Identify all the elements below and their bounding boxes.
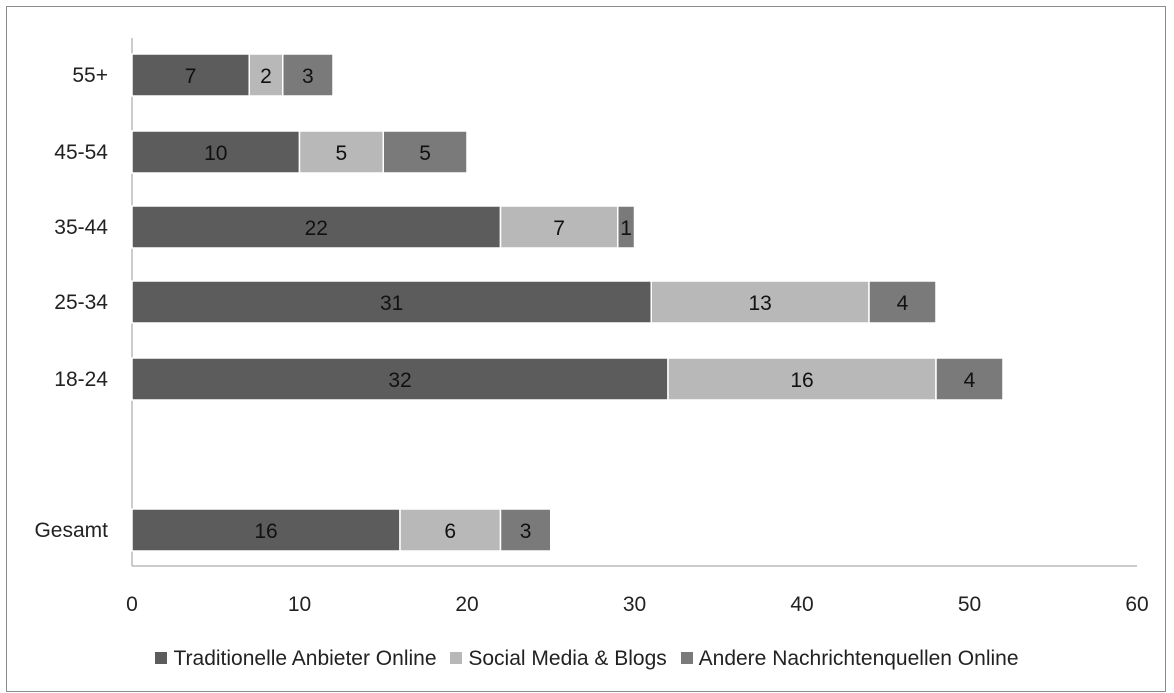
bar-value-label: 5	[419, 142, 431, 165]
chart-frame	[6, 6, 1166, 692]
bar-value-label: 22	[305, 217, 328, 240]
x-tick-label: 30	[623, 593, 646, 616]
category-label: 55+	[72, 64, 108, 87]
bar-value-label: 7	[185, 65, 197, 88]
bar-value-label: 4	[897, 292, 909, 315]
bar-value-label: 31	[380, 292, 403, 315]
legend-item-traditionelle: Traditionelle Anbieter Online	[155, 647, 437, 671]
x-tick-label: 20	[455, 593, 478, 616]
bar-segment	[131, 508, 401, 552]
legend-swatch-social-media	[450, 652, 463, 664]
x-tick-label: 40	[790, 593, 813, 616]
legend-item-andere: Andere Nachrichtenquellen Online	[680, 647, 1019, 671]
bar-segment	[935, 357, 1004, 401]
bar-segment	[248, 53, 284, 97]
bar-value-label: 7	[553, 217, 565, 240]
legend-label-andere: Andere Nachrichtenquellen Online	[698, 647, 1019, 670]
bar-segment	[298, 130, 384, 174]
category-label: Gesamt	[34, 519, 108, 542]
bar-value-label: 16	[254, 520, 277, 543]
bar-value-label: 3	[520, 520, 532, 543]
bar-segment	[131, 205, 502, 249]
bar-value-label: 32	[388, 369, 411, 392]
bar-value-label: 2	[260, 65, 272, 88]
x-tick-label: 60	[1125, 593, 1148, 616]
bar-segment	[499, 205, 619, 249]
bar-value-label: 3	[302, 65, 314, 88]
legend-swatch-traditionelle	[155, 652, 168, 664]
legend-label-social-media: Social Media & Blogs	[468, 647, 667, 670]
bar-value-label: 13	[748, 292, 771, 315]
x-tick-label: 0	[126, 593, 138, 616]
bar-segment	[499, 508, 552, 552]
category-label: 45-54	[54, 141, 108, 164]
legend-swatch-andere	[680, 652, 693, 664]
bar-segment	[868, 280, 937, 324]
legend: Traditionelle Anbieter Online Social Med…	[0, 647, 1174, 671]
bar-segment	[617, 205, 636, 249]
legend-item-social-media: Social Media & Blogs	[450, 647, 667, 671]
category-label: 18-24	[54, 368, 108, 391]
bar-value-label: 1	[620, 217, 632, 240]
bar-value-label: 4	[964, 369, 976, 392]
category-label: 25-34	[54, 291, 108, 314]
bar-segment	[382, 130, 468, 174]
bar-segment	[282, 53, 334, 97]
legend-label-traditionelle: Traditionelle Anbieter Online	[173, 647, 437, 670]
bar-value-label: 16	[790, 369, 813, 392]
bar-value-label: 6	[444, 520, 456, 543]
x-tick-label: 50	[958, 593, 981, 616]
bar-segment	[650, 280, 870, 324]
bar-segment	[131, 357, 669, 401]
bar-segment	[131, 53, 250, 97]
x-tick-label: 10	[288, 593, 311, 616]
bar-value-label: 5	[336, 142, 348, 165]
bar-value-label: 10	[204, 142, 227, 165]
category-label: 35-44	[54, 216, 108, 239]
bar-segment	[399, 508, 502, 552]
